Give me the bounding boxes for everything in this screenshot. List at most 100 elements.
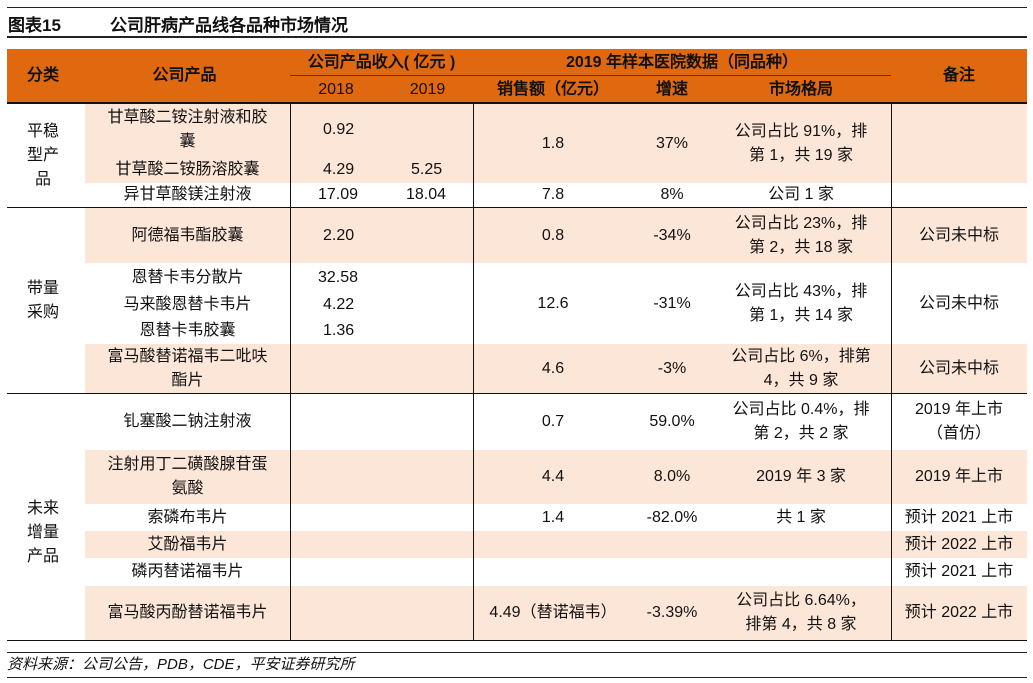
header-rev-2018: 2018 — [290, 76, 382, 103]
market-line: 公司占比 0.4%，排 — [732, 401, 870, 418]
growth-cell: 8.0% — [653, 468, 691, 485]
col-rule — [473, 103, 474, 641]
category-line: 型产 — [26, 146, 59, 164]
note-cell: 公司未中标 — [918, 294, 999, 312]
header-market: 市场格局 — [711, 76, 891, 103]
category-cell: 平稳 型产 品 — [7, 104, 79, 207]
growth-cell: -82.0% — [646, 508, 698, 526]
sales-cell: 12.6 — [537, 294, 569, 312]
product-cell: 异甘草酸镁注射液 — [123, 186, 252, 203]
category-cell: 带量 采购 — [7, 208, 79, 393]
sales-cell: 0.8 — [541, 226, 565, 244]
rev-2018-cell: 0.92 — [323, 121, 355, 138]
rev-2019-cell: 5.25 — [411, 160, 443, 178]
sales-cell: 0.7 — [541, 413, 565, 430]
market-line: 第 1，共 19 家 — [748, 146, 854, 164]
note-cell: 公司未中标 — [918, 226, 999, 244]
note-line: 2019 年上市 — [914, 401, 1004, 418]
table-bottom-rule — [7, 640, 1027, 641]
rev-2018-cell: 32.58 — [318, 268, 359, 286]
growth-cell: -3.39% — [646, 604, 698, 621]
product-cell: 富马酸丙酚替诺福韦片 — [107, 604, 268, 621]
product-cell: 艾酚福韦片 — [147, 535, 228, 553]
header-bottom-rule — [7, 102, 1027, 104]
group-rule — [7, 207, 1027, 208]
category-line: 未来 — [26, 500, 59, 517]
sales-cell: 4.6 — [541, 359, 565, 377]
header-rev-2019: 2019 — [382, 76, 473, 103]
market-cell: 公司占比 0.4%，排 第 2，共 2 家 — [711, 394, 891, 450]
product-cell: 磷丙替诺福韦片 — [131, 563, 244, 580]
market-line: 公司占比 43%，排 — [734, 282, 868, 300]
rev-2018-cell: 1.36 — [323, 322, 355, 339]
product-cell: 钆塞酸二钠注射液 — [123, 413, 252, 430]
header-sales: 销售额（亿元） — [473, 76, 633, 103]
market-cell: 公司 1 家 — [768, 186, 834, 203]
category-line: 平稳 — [26, 122, 59, 140]
figure-title-bar: 图表15 公司肝病产品线各品种市场情况 — [7, 7, 1027, 38]
product-cell: 注射用丁二磺酸腺苷蛋 氨酸 — [85, 450, 290, 504]
market-line: 第 2，共 2 家 — [753, 425, 849, 442]
product-cell: 恩替卡韦分散片 — [131, 268, 244, 286]
market-line: 第 1，共 14 家 — [748, 306, 854, 324]
rev-2018-cell: 4.29 — [323, 160, 355, 178]
market-cell: 公司占比 43%，排 第 1，共 14 家 — [711, 263, 891, 344]
sales-cell: 1.8 — [541, 134, 565, 152]
header-note: 备注 — [891, 49, 1027, 103]
rev-2018-cell: 17.09 — [318, 186, 359, 203]
market-cell: 公司占比 6%，排第 4，共 9 家 — [711, 344, 891, 393]
note-cell: 2019 年上市 — [914, 468, 1004, 485]
market-table: 分类 公司产品 公司产品收入( 亿元 ) 2018 2019 2019 年样本医… — [7, 49, 1027, 641]
figure-number: 图表15 — [8, 16, 61, 35]
market-cell: 2019 年 3 家 — [756, 468, 846, 485]
growth-cell: -34% — [653, 226, 691, 244]
product-cell: 甘草酸二铵肠溶胶囊 — [115, 160, 260, 178]
growth-cell: 8% — [660, 186, 684, 203]
header-revenue-group: 公司产品收入( 亿元 ) — [290, 49, 473, 76]
market-line: 公司占比 6.64%， — [736, 592, 866, 609]
row-white — [85, 558, 1027, 586]
row-tint — [85, 344, 1027, 393]
header-hospital-group: 2019 年样本医院数据（同品种） — [473, 49, 891, 76]
row-tint — [85, 450, 1027, 504]
market-cell: 公司占比 6.64%， 排第 4，共 8 家 — [711, 586, 891, 640]
growth-cell: -31% — [653, 294, 691, 312]
col-rule — [891, 103, 892, 641]
category-line: 品 — [34, 170, 51, 188]
product-line: 甘草酸二铵注射液和胶 — [107, 109, 268, 126]
figure-title: 公司肝病产品线各品种市场情况 — [110, 16, 348, 35]
product-cell: 索磷布韦片 — [147, 508, 228, 526]
row-tint — [85, 531, 1027, 558]
product-line: 注射用丁二磺酸腺苷蛋 — [107, 456, 268, 473]
note-line: （首仿） — [926, 425, 991, 442]
note-cell: 预计 2022 上市 — [904, 535, 1014, 553]
col-rule — [290, 103, 291, 641]
row-white — [85, 504, 1027, 531]
market-line: 公司占比 91%，排 — [734, 122, 868, 140]
category-line: 带量 — [26, 279, 59, 297]
market-line: 排第 4，共 8 家 — [745, 616, 857, 633]
row-tint — [85, 586, 1027, 640]
note-cell: 预计 2021 上市 — [904, 563, 1014, 580]
growth-cell: 59.0% — [649, 413, 695, 430]
row-tint — [85, 104, 1027, 183]
product-line: 酯片 — [171, 371, 204, 389]
product-line: 氨酸 — [171, 480, 204, 497]
category-cell: 未来 增量 产品 — [7, 394, 79, 640]
market-line: 公司占比 23%，排 — [734, 214, 868, 232]
row-tint — [85, 208, 1027, 263]
sales-cell: 4.4 — [541, 468, 565, 485]
note-cell: 2019 年上市 （首仿） — [891, 394, 1027, 450]
rev-2018-cell: 2.20 — [323, 226, 355, 244]
growth-cell: 37% — [655, 134, 689, 152]
header-divider — [290, 75, 891, 76]
rev-2019-cell: 18.04 — [406, 186, 447, 203]
product-line: 囊 — [179, 133, 196, 150]
note-cell: 预计 2022 上市 — [904, 604, 1014, 621]
header-category: 分类 — [7, 49, 79, 103]
product-line: 富马酸替诺福韦二吡呋 — [107, 347, 268, 365]
note-cell: 预计 2021 上市 — [904, 508, 1014, 526]
product-cell: 马来酸恩替卡韦片 — [123, 295, 252, 313]
market-cell: 公司占比 91%，排 第 1，共 19 家 — [711, 104, 891, 183]
market-line: 第 2，共 18 家 — [748, 238, 854, 256]
